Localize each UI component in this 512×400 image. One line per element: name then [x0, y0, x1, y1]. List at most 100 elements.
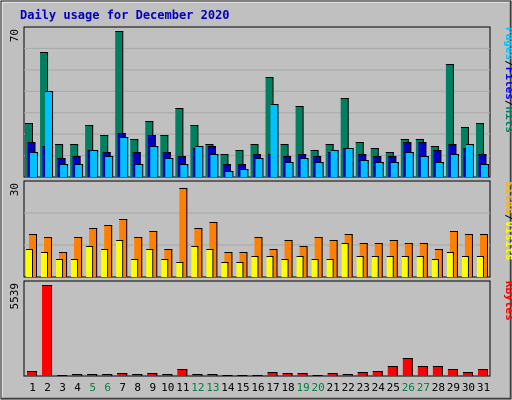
legend-item-hits: Hits: [503, 107, 512, 134]
bar-visits-day-8: [134, 237, 143, 277]
bar-kbytes-day-11: [177, 369, 188, 376]
day-label-8: 8: [134, 381, 141, 394]
bar-pages-day-17: [270, 104, 279, 177]
bar-sites-day-4: [71, 259, 79, 277]
bar-hits-day-11: [175, 108, 184, 177]
day-label-2: 2: [44, 381, 51, 394]
day-label-20: 20: [312, 381, 325, 394]
day-label-24: 24: [372, 381, 386, 394]
bar-kbytes-day-24: [372, 371, 383, 376]
day-label-22: 22: [342, 381, 355, 394]
bar-pages-day-27: [420, 156, 429, 177]
bar-sites-day-6: [101, 249, 109, 277]
bar-visits-day-4: [74, 237, 83, 277]
bar-hits-day-19: [295, 106, 304, 177]
bar-pages-day-12: [195, 146, 204, 177]
day-label-5: 5: [89, 381, 96, 394]
bar-sites-day-15: [236, 262, 244, 277]
bar-sites-day-5: [86, 246, 94, 277]
bar-sites-day-14: [221, 262, 229, 277]
day-label-25: 25: [387, 381, 400, 394]
day-label-23: 23: [357, 381, 370, 394]
day-label-15: 15: [236, 381, 249, 394]
bar-pages-day-28: [435, 162, 444, 177]
bar-hits-day-15: [235, 150, 244, 177]
panel-kbytes-ymax-label: 5539: [8, 283, 21, 310]
bar-kbytes-day-31: [477, 369, 488, 376]
bar-pages-day-24: [375, 162, 384, 177]
bar-sites-day-22: [341, 243, 349, 277]
bar-hits-day-17: [265, 77, 274, 177]
day-label-18: 18: [281, 381, 294, 394]
bar-sites-day-8: [131, 259, 139, 277]
day-label-10: 10: [161, 381, 174, 394]
bar-pages-day-15: [240, 169, 249, 177]
panel-kbytes: 5539 KBytes: [8, 280, 512, 377]
bar-visits-day-30: [464, 234, 473, 277]
day-labels: 1 2 3 4 5 6 7 8 9 10 11 12 13 14 15 16 17 18 19 20 21 22 23 24 2…: [29, 381, 490, 394]
day-label-4: 4: [74, 381, 81, 394]
bar-pages-day-2: [45, 91, 54, 177]
bar-kbytes-day-23: [357, 372, 368, 376]
day-label-17: 17: [266, 381, 279, 394]
bar-kbytes-day-18: [282, 373, 293, 376]
bar-hits-day-7: [115, 31, 124, 177]
bar-sites-day-16: [251, 256, 259, 277]
day-label-29: 29: [447, 381, 460, 394]
legend-item-visits: Visits: [503, 221, 512, 261]
bar-pages-day-22: [345, 148, 354, 177]
bar-sites-day-7: [116, 240, 124, 277]
bar-pages-day-20: [315, 162, 324, 177]
bar-kbytes-day-28: [432, 366, 443, 376]
bar-visits-day-21: [329, 240, 338, 277]
panel-kbytes-plot-area: [23, 280, 491, 377]
bar-sites-day-11: [176, 262, 184, 277]
day-label-14: 14: [221, 381, 235, 394]
bar-kbytes-day-29: [447, 369, 458, 376]
bar-kbytes-day-9: [147, 373, 158, 376]
bar-pages-day-6: [105, 156, 114, 177]
bar-hits-day-31: [475, 123, 484, 177]
day-label-12: 12: [191, 381, 204, 394]
day-label-30: 30: [462, 381, 475, 394]
day-label-7: 7: [119, 381, 126, 394]
bar-sites-day-27: [416, 256, 424, 277]
day-label-13: 13: [206, 381, 219, 394]
bar-pages-day-26: [405, 152, 414, 177]
panel-visits-ymax-label: 30: [8, 183, 21, 196]
bar-kbytes-day-25: [387, 366, 398, 376]
bar-kbytes-day-1: [27, 371, 37, 376]
bar-pages-day-18: [285, 162, 294, 177]
legend-item-kbytes: KBytes: [503, 281, 512, 321]
bar-sites-day-12: [191, 246, 199, 277]
bar-pages-day-19: [300, 158, 309, 177]
day-label-6: 6: [104, 381, 111, 394]
bar-sites-day-30: [461, 256, 469, 277]
panel-visits: 30 Sites/Visits: [8, 180, 512, 278]
bar-kbytes-day-7: [117, 373, 128, 376]
bar-visits-day-31: [479, 234, 488, 277]
legend-item-files: Files: [503, 67, 512, 100]
bar-pages-day-8: [135, 164, 144, 177]
bar-pages-day-9: [150, 146, 159, 177]
bar-sites-day-19: [296, 256, 304, 277]
day-label-21: 21: [327, 381, 340, 394]
legend-item-sites: Sites: [503, 181, 512, 214]
chart-panels: 70Pages/Files/Hits30Sites/Visits5539KByt…: [8, 26, 512, 377]
bar-pages-day-3: [60, 164, 69, 177]
bar-pages-day-10: [165, 158, 174, 177]
bar-pages-day-1: [30, 152, 38, 177]
bar-pages-day-30: [465, 144, 474, 177]
bar-kbytes-day-2: [42, 285, 53, 376]
bar-pages-day-5: [90, 150, 99, 177]
bar-hits-day-2: [40, 52, 49, 177]
bar-sites-day-20: [311, 259, 319, 277]
bar-visits-day-18: [284, 240, 293, 277]
bar-hits-day-22: [340, 98, 349, 177]
bar-sites-day-31: [476, 256, 484, 277]
bar-pages-day-21: [330, 150, 339, 177]
bar-pages-day-16: [255, 158, 264, 177]
bar-sites-day-3: [56, 259, 64, 277]
bar-kbytes-day-17: [267, 372, 278, 376]
